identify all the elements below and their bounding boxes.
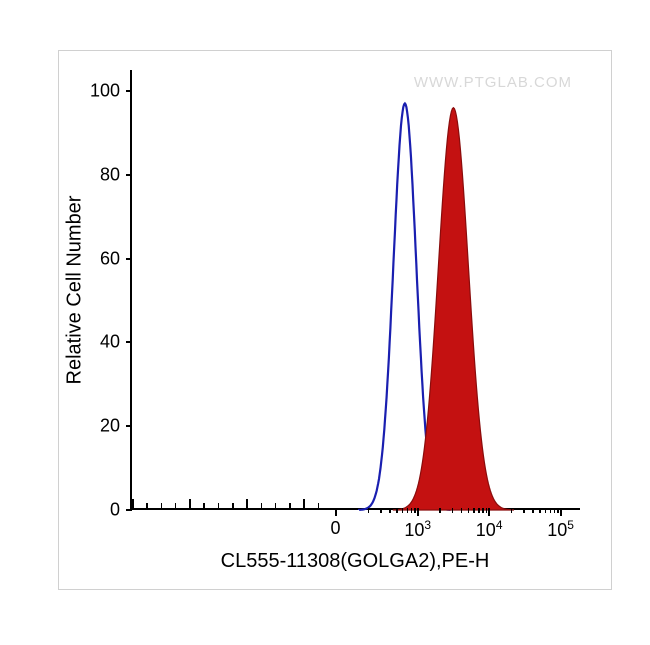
- x-minor-tick: [473, 508, 475, 513]
- y-tick-label: 60: [100, 248, 120, 269]
- x-minor-tick: [523, 508, 525, 513]
- x-neg-tick: [218, 503, 220, 508]
- x-neg-tick: [289, 503, 291, 508]
- y-tick: [126, 425, 132, 427]
- y-tick-label: 100: [90, 80, 120, 101]
- x-tick: [488, 508, 490, 516]
- x-minor-tick: [368, 508, 370, 513]
- x-neg-tick: [175, 503, 177, 508]
- x-minor-tick: [414, 508, 416, 513]
- x-neg-tick: [303, 499, 305, 508]
- x-neg-tick: [203, 503, 205, 508]
- y-tick: [126, 341, 132, 343]
- y-tick: [126, 509, 132, 511]
- x-minor-tick: [389, 508, 391, 513]
- x-minor-tick: [380, 508, 382, 513]
- y-tick: [126, 258, 132, 260]
- x-minor-tick: [452, 508, 454, 513]
- x-tick-label: 0: [331, 518, 341, 539]
- x-minor-tick: [461, 508, 463, 513]
- x-tick-label: 105: [547, 518, 574, 541]
- x-neg-tick: [246, 499, 248, 508]
- y-tick: [126, 174, 132, 176]
- x-tick: [560, 508, 562, 516]
- y-tick-label: 0: [110, 500, 120, 521]
- x-tick: [417, 508, 419, 516]
- x-neg-tick: [146, 503, 148, 508]
- x-neg-tick: [132, 499, 134, 508]
- x-minor-tick: [545, 508, 547, 513]
- x-neg-tick: [232, 503, 234, 508]
- x-minor-tick: [554, 508, 556, 513]
- y-axis-label: Relative Cell Number: [64, 196, 87, 385]
- plot-area: WWW.PTGLAB.COM 0204060801000103104105: [130, 70, 580, 510]
- x-axis-label: CL555-11308(GOLGA2),PE-H: [221, 550, 490, 573]
- x-tick-label: 104: [476, 518, 503, 541]
- x-minor-tick: [402, 508, 404, 513]
- x-minor-tick: [407, 508, 409, 513]
- x-neg-tick: [318, 503, 320, 508]
- y-tick-label: 80: [100, 164, 120, 185]
- x-minor-tick: [550, 508, 552, 513]
- x-minor-tick: [478, 508, 480, 513]
- x-tick: [335, 508, 337, 516]
- x-tick-label: 103: [404, 518, 431, 541]
- x-minor-tick: [482, 508, 484, 513]
- x-minor-tick: [486, 508, 488, 513]
- x-minor-tick: [468, 508, 470, 513]
- x-neg-tick: [261, 503, 263, 508]
- x-minor-tick: [532, 508, 534, 513]
- x-minor-tick: [557, 508, 559, 513]
- x-minor-tick: [439, 508, 441, 513]
- x-minor-tick: [511, 508, 513, 513]
- histogram-svg: [132, 70, 582, 510]
- x-minor-tick: [539, 508, 541, 513]
- y-tick-label: 20: [100, 416, 120, 437]
- x-minor-tick: [411, 508, 413, 513]
- x-neg-tick: [275, 503, 277, 508]
- x-neg-tick: [189, 499, 191, 508]
- y-tick: [126, 90, 132, 92]
- y-tick-label: 40: [100, 332, 120, 353]
- x-minor-tick: [396, 508, 398, 513]
- x-neg-tick: [161, 503, 163, 508]
